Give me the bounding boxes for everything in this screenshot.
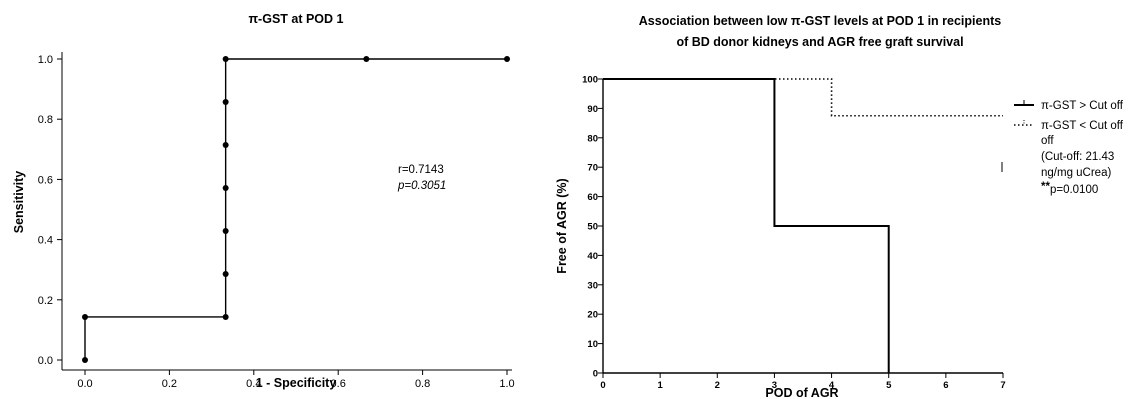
roc-x-tick-label: 0.6 xyxy=(331,378,346,390)
survival-title-line-2: of BD donor kidneys and AGR free graft s… xyxy=(676,35,963,49)
legend-item-high: π-GST > Cut off xyxy=(1041,100,1124,112)
roc-point xyxy=(82,357,88,363)
series-high-pigst xyxy=(603,78,890,373)
roc-point xyxy=(222,271,229,278)
roc-y-tick-label: 0.2 xyxy=(38,295,53,307)
significance-p: p=0.0100 xyxy=(1050,184,1098,196)
survival-x-tick-label: 5 xyxy=(886,380,892,391)
survival-x-tick-label: 2 xyxy=(715,380,720,391)
roc-x-label: 1 - Specificity xyxy=(256,376,337,390)
roc-point xyxy=(222,99,229,106)
roc-y-tick-label: 0.8 xyxy=(38,114,53,126)
roc-x-tick-label: 0.0 xyxy=(77,378,92,390)
roc-point xyxy=(363,56,370,62)
roc-point xyxy=(222,56,229,62)
roc-x-tick-label: 0.8 xyxy=(415,378,430,390)
survival-x-tick-label: 6 xyxy=(943,380,948,391)
roc-x-tick-label: 0.2 xyxy=(162,378,177,390)
survival-legend: π-GST > Cut off π-GST < Cut off off (Cut… xyxy=(1014,100,1124,196)
roc-y-label: Sensitivity xyxy=(12,171,26,234)
roc-y-tick-label: 1.0 xyxy=(38,54,53,66)
roc-point xyxy=(222,313,229,320)
survival-y-tick-label: 40 xyxy=(587,251,598,262)
survival-y-tick-label: 0 xyxy=(593,369,598,380)
roc-title: π-GST at POD 1 xyxy=(248,12,343,26)
survival-x-label: POD of AGR xyxy=(765,386,838,399)
survival-x-tick-label: 3 xyxy=(772,380,777,391)
survival-chart: Association between low π-GST levels at … xyxy=(555,14,1124,399)
survival-x-tick-label: 0 xyxy=(600,380,605,391)
survival-y-tick-label: 70 xyxy=(587,163,598,174)
survival-y-tick-label: 50 xyxy=(587,222,598,233)
significance-stars: ** xyxy=(1041,181,1050,193)
legend-item-low: π-GST < Cut off xyxy=(1041,120,1124,132)
legend-note-2: (Cut-off: 21.43 xyxy=(1041,151,1114,163)
roc-point xyxy=(504,56,510,62)
roc-y-tick-label: 0.0 xyxy=(38,355,53,367)
survival-x-tick-label: 4 xyxy=(829,380,835,391)
survival-y-tick-label: 60 xyxy=(587,192,598,203)
legend-note-3: ng/mg uCrea) xyxy=(1041,167,1111,179)
roc-point xyxy=(222,141,229,148)
survival-y-tick-label: 10 xyxy=(587,339,598,350)
roc-x-tick-label: 0.4 xyxy=(246,378,261,390)
roc-p-value: p=0.3051 xyxy=(397,180,446,192)
roc-x-tick-label: 1.0 xyxy=(499,378,514,390)
survival-y-tick-label: 90 xyxy=(587,104,598,115)
survival-y-tick-label: 30 xyxy=(587,280,598,291)
survival-title-line-1: Association between low π-GST levels at … xyxy=(639,14,1001,28)
roc-chart: π-GST at POD 1 0.0 0.2 0.4 0.6 0.8 1.0 0.0 0.2… xyxy=(12,12,515,390)
survival-y-label: Free of AGR (%) xyxy=(555,178,569,273)
roc-curve xyxy=(84,58,507,360)
series-low-pigst xyxy=(603,78,1003,117)
survival-y-tick-label: 80 xyxy=(587,133,598,144)
roc-point xyxy=(82,313,88,320)
roc-y-tick-label: 0.4 xyxy=(38,235,53,247)
legend-note-1: off xyxy=(1041,135,1054,147)
significance-value: **p=0.0100 xyxy=(1041,181,1098,196)
survival-x-tick-label: 1 xyxy=(657,380,663,391)
survival-x-tick-label: 7 xyxy=(1000,380,1005,391)
survival-y-tick-label: 100 xyxy=(582,75,598,86)
roc-point xyxy=(222,227,229,234)
survival-y-tick-label: 20 xyxy=(587,310,598,321)
roc-point xyxy=(222,185,229,192)
roc-r-value: r=0.7143 xyxy=(398,164,444,176)
roc-y-tick-label: 0.6 xyxy=(38,174,53,186)
